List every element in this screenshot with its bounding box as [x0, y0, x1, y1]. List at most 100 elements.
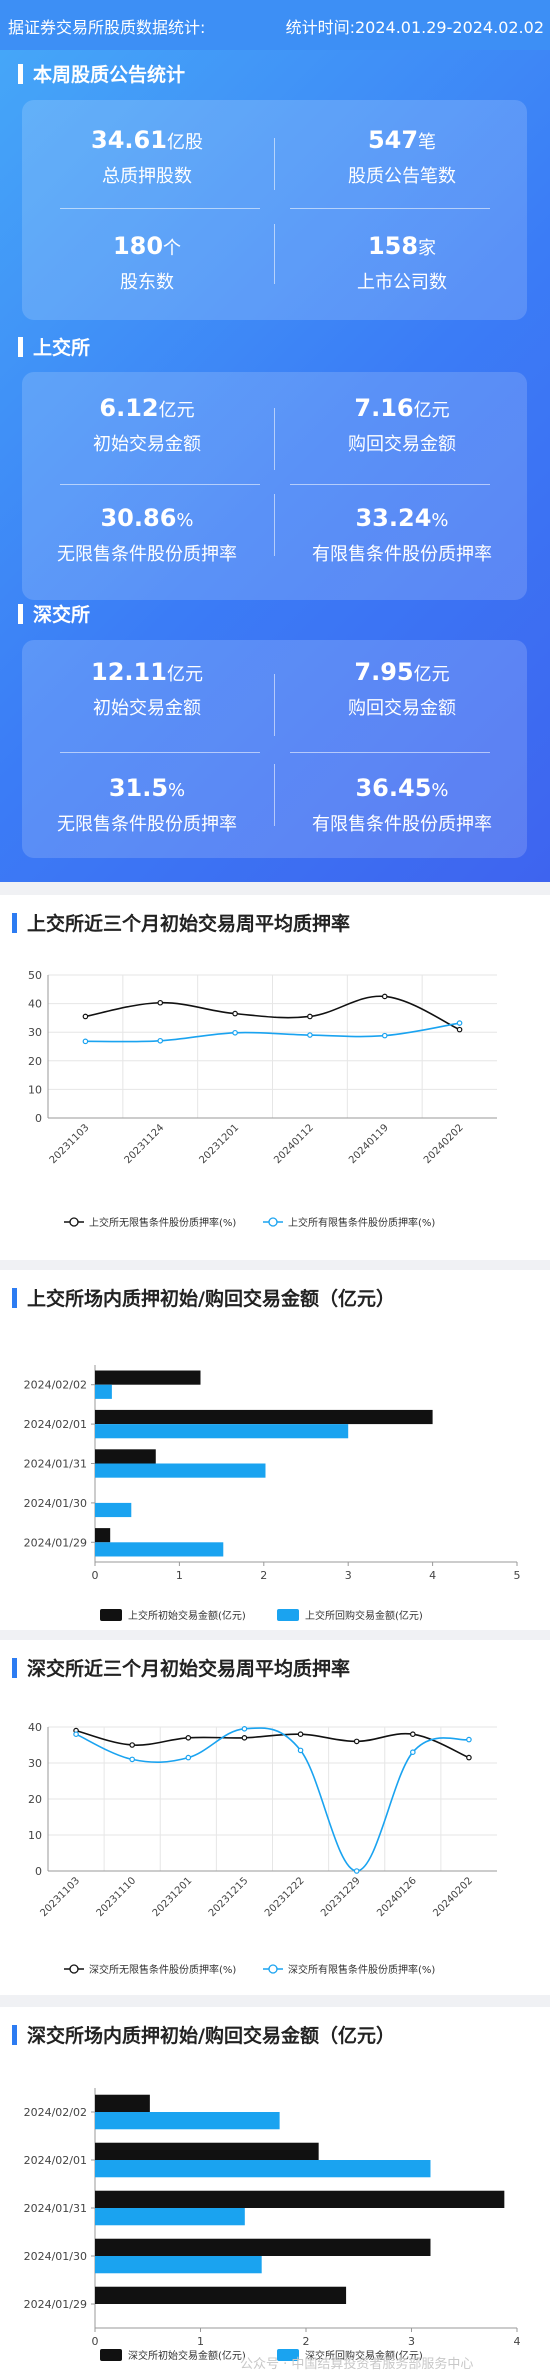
data-point: [410, 1731, 416, 1738]
x-tick-label: 20240126: [375, 1875, 419, 1919]
bar-chart-szse-amount: 0 1 2 3 4 2024/02/02 2024/02/01 2024/01/31 2024/…: [24, 2088, 521, 2362]
y-tick-label: 50: [28, 969, 42, 982]
legend-marker-icon: [268, 1964, 278, 1974]
weekly-stats-card: 34.61亿股 总质押股数 547笔 股质公告笔数 180个 股东数 158家 上市公司…: [22, 100, 527, 320]
legend-label: 上交所有限售条件股份质押率(%): [288, 1216, 435, 1229]
legend-marker-icon: [69, 1217, 79, 1227]
legend-label: 上交所回购交易金额(亿元): [305, 1609, 423, 1622]
y-tick-label: 20: [28, 1055, 42, 1068]
data-point: [157, 999, 164, 1006]
title-bar-icon: [12, 1288, 17, 1308]
y-tick-label: 40: [28, 1721, 42, 1734]
data-point: [353, 1738, 360, 1745]
y-tick-label: 2024/02/01: [24, 1418, 87, 1431]
stat-sse-initial-amount: 6.12亿元 初始交易金额: [93, 394, 201, 455]
y-tick-label: 2024/02/01: [24, 2154, 87, 2167]
title-bar-icon: [12, 1658, 17, 1678]
bar: [95, 1370, 201, 1385]
bar: [95, 1542, 224, 1557]
y-tick-label: 2024/01/31: [24, 2202, 87, 2215]
x-tick-label: 20231201: [151, 1875, 195, 1919]
chart-panel-sse-rate: 上交所近三个月初始交易周平均质押率 0 10 20 30 40 50 20231103 202…: [0, 895, 550, 1260]
x-tick-label: 20231103: [48, 1122, 92, 1166]
x-tick-label: 3: [345, 1569, 352, 1582]
stat-total-pledged-shares: 34.61亿股 总质押股数: [91, 126, 203, 187]
title-bar-icon: [18, 337, 23, 357]
x-tick-label: 3: [408, 2335, 415, 2348]
data-point: [241, 1725, 248, 1732]
x-tick-label: 20231215: [207, 1875, 251, 1919]
y-tick-label: 10: [28, 1829, 42, 1842]
divider: [290, 208, 490, 209]
x-tick-label: 20231229: [319, 1875, 363, 1919]
stat-shareholder-count: 180个 股东数: [112, 232, 182, 293]
bar: [95, 1449, 156, 1464]
stat-announcement-count: 547笔 股质公告笔数: [348, 126, 456, 187]
bar: [95, 2208, 245, 2226]
data-point: [129, 1756, 135, 1763]
bar: [95, 1502, 132, 1518]
watermark: 公众号 · 中国结算投资者服务部服务中心: [240, 2357, 474, 2372]
x-tick-label: 20231103: [38, 1875, 82, 1919]
section-title-sse: 上交所: [18, 333, 90, 360]
section-title-weekly-text: 本周股质公告统计: [33, 64, 186, 86]
divider: [290, 484, 490, 485]
bar: [95, 2286, 347, 2304]
stat-szse-initial-amount: 12.11亿元 初始交易金额: [91, 658, 203, 719]
title-bar-icon: [18, 64, 23, 84]
bar: [95, 2160, 431, 2178]
chart-title-sse-rate: 上交所近三个月初始交易周平均质押率: [12, 909, 350, 936]
data-point: [381, 993, 388, 1000]
y-tick-label: 0: [35, 1865, 42, 1878]
chart-panel-szse-amount: 深交所场内质押初始/购回交易金额（亿元） 0 1 2 3 4 2024/02/02 2024…: [0, 2007, 550, 2375]
stat-listed-company-count: 158家 上市公司数: [357, 232, 447, 293]
chart-title-szse-rate: 深交所近三个月初始交易周平均质押率: [12, 1654, 350, 1681]
stat-szse-repurchase-amount: 7.95亿元 购回交易金额: [348, 658, 456, 719]
statistics-period: 统计时间:2024.01.29-2024.02.02: [285, 18, 544, 37]
chart-title-szse-amount: 深交所场内质押初始/购回交易金额（亿元）: [12, 2021, 395, 2048]
line-chart-szse-rate: 0 10 20 30 40 20231103 20231110 20231201 2023121…: [28, 1721, 497, 1976]
section-title-sse-text: 上交所: [33, 337, 91, 359]
legend-label: 深交所无限售条件股份质押率(%): [89, 1963, 236, 1976]
data-point: [82, 1038, 89, 1045]
x-tick-label: 20240202: [422, 1122, 466, 1166]
bar: [95, 1463, 266, 1478]
y-tick-label: 20: [28, 1793, 42, 1806]
bar: [95, 2238, 431, 2256]
data-point: [456, 1020, 463, 1026]
bar-chart-sse-amount: 0 1 2 3 4 5 2024/02/02 2024/02/01 2024/01/31 2024…: [24, 1365, 521, 1622]
legend-swatch-icon: [277, 1609, 299, 1621]
divider: [274, 494, 275, 556]
y-tick-label: 10: [28, 1083, 42, 1096]
line-chart-sse-rate: 0 10 20 30 40 50 20231103 20231124 20231201 20240…: [28, 969, 497, 1229]
data-point: [157, 1037, 164, 1044]
data-point: [82, 1013, 89, 1020]
y-tick-label: 40: [28, 998, 42, 1011]
data-point: [232, 1029, 238, 1036]
chart-title-sse-amount: 上交所场内质押初始/购回交易金额（亿元）: [12, 1284, 395, 1311]
divider: [60, 484, 260, 485]
data-point: [297, 1747, 304, 1754]
y-tick-label: 2024/01/31: [24, 1458, 87, 1471]
divider: [60, 752, 260, 753]
data-point: [185, 1754, 192, 1761]
x-tick-label: 1: [197, 2335, 204, 2348]
y-tick-label: 30: [28, 1026, 42, 1039]
title-bar-icon: [18, 604, 23, 624]
title-bar-icon: [12, 2025, 17, 2045]
x-tick-label: 4: [514, 2335, 521, 2348]
divider: [274, 408, 275, 470]
legend-label: 上交所初始交易金额(亿元): [128, 1609, 246, 1622]
legend-swatch-icon: [277, 2349, 299, 2361]
chart-panel-szse-rate: 深交所近三个月初始交易周平均质押率 0 10 20 30 40 20231103 20231…: [0, 1640, 550, 1995]
legend-swatch-icon: [100, 2349, 122, 2361]
bar: [95, 2190, 505, 2208]
y-tick-label: 2024/02/02: [24, 1379, 87, 1392]
stat-szse-restricted-rate: 36.45% 有限售条件股份质押率: [312, 774, 492, 835]
data-point: [466, 1754, 472, 1761]
data-point: [410, 1749, 416, 1756]
sse-stats-card: 6.12亿元 初始交易金额 7.16亿元 购回交易金额 30.86% 无限售条件股份质…: [22, 372, 527, 600]
data-point: [129, 1742, 135, 1748]
divider: [274, 224, 275, 284]
x-tick-label: 2: [303, 2335, 310, 2348]
